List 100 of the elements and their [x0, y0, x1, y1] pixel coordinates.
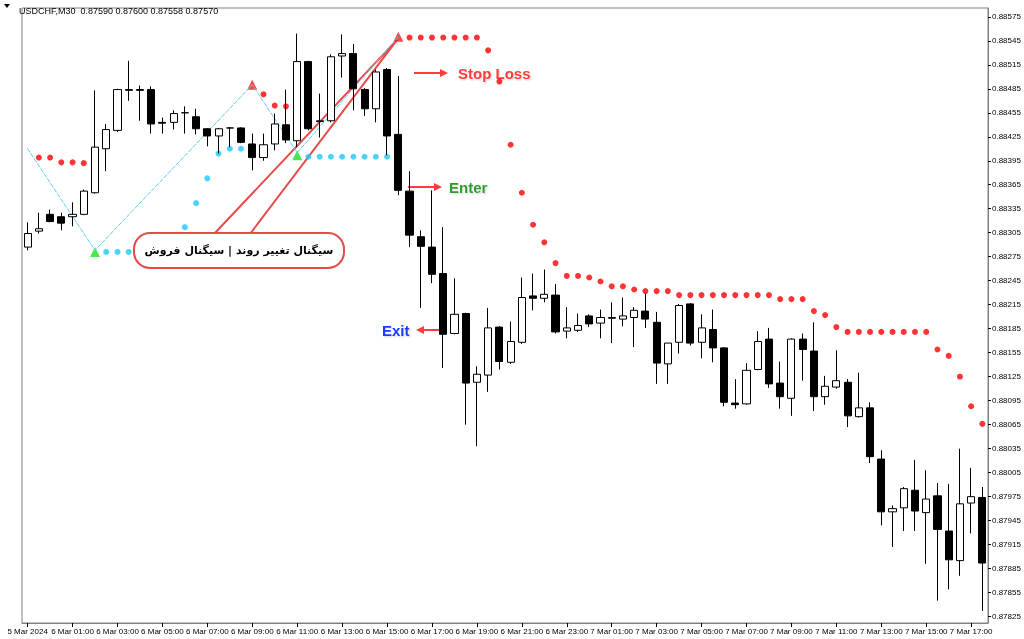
candlestick — [675, 303, 683, 354]
point — [193, 200, 200, 207]
y-tick-label: 0.88185 — [992, 324, 1022, 334]
candlestick — [698, 313, 706, 359]
y-tick-label: 0.88365 — [992, 180, 1022, 190]
candlestick — [978, 486, 986, 612]
candlestick — [181, 105, 189, 135]
point — [350, 153, 357, 160]
candlestick — [316, 93, 324, 139]
point — [934, 346, 941, 353]
y-tick-label: 0.87945 — [992, 516, 1022, 526]
point — [889, 328, 896, 335]
candlestick — [821, 375, 829, 406]
candlestick — [405, 170, 414, 248]
candlestick — [630, 306, 638, 348]
candlestick — [507, 321, 515, 365]
point — [822, 312, 829, 319]
y-tick-label: 0.88395 — [992, 156, 1022, 166]
point — [844, 328, 851, 335]
point — [327, 153, 334, 160]
x-tick-label: 6 Mar 11:00 — [276, 626, 319, 636]
point — [428, 34, 435, 41]
point — [316, 153, 323, 160]
y-tick-label: 0.87915 — [992, 540, 1022, 550]
annotation: Exit — [382, 321, 410, 339]
candlestick — [46, 209, 54, 223]
candlestick — [742, 362, 751, 406]
candlestick — [102, 123, 110, 172]
candlestick — [394, 75, 402, 196]
y-tick-label: 0.88305 — [992, 228, 1022, 238]
point — [945, 352, 952, 359]
point — [384, 153, 391, 160]
point — [777, 296, 784, 303]
candlestick — [731, 378, 739, 410]
point — [664, 288, 671, 295]
x-tick-label: 6 Mar 05:00 — [141, 626, 185, 636]
candlestick — [844, 378, 852, 428]
y-tick-label: 0.88035 — [992, 444, 1022, 454]
point — [541, 239, 548, 246]
point — [238, 145, 245, 152]
candlestick — [563, 306, 571, 339]
x-tick-label: 6 Mar 09:00 — [230, 626, 275, 636]
point — [911, 328, 918, 335]
candlestick — [956, 448, 964, 577]
candlestick — [810, 321, 818, 412]
candlestick — [91, 89, 99, 195]
point — [732, 292, 739, 299]
candlestick — [922, 469, 930, 565]
x-tick-label: 7 Mar 13:00 — [859, 626, 904, 636]
y-tick-label: 0.87885 — [992, 564, 1022, 574]
candlestick — [248, 133, 256, 171]
point — [552, 260, 559, 267]
candlestick — [608, 301, 616, 344]
point — [709, 292, 716, 299]
x-tick-label: 6 Mar 01:00 — [51, 626, 95, 636]
x-tick-label: 6 Mar 13:00 — [320, 626, 365, 636]
candlestick — [967, 467, 975, 534]
candlestick — [518, 277, 526, 345]
point — [743, 292, 750, 299]
point — [586, 274, 593, 281]
candlestick — [832, 349, 840, 390]
candlestick — [80, 189, 88, 216]
candlestick — [450, 277, 459, 335]
annotation: Stop Loss — [458, 64, 531, 82]
y-tick-label: 0.88155 — [992, 348, 1022, 358]
candlestick — [619, 297, 627, 327]
candlestick — [57, 212, 65, 231]
candlestick — [147, 85, 155, 135]
candlestick — [372, 69, 380, 123]
candlestick — [653, 311, 661, 385]
candlestick — [136, 85, 144, 122]
candlestick — [68, 201, 77, 227]
candlestick — [428, 189, 436, 284]
candlestick — [709, 309, 717, 363]
y-tick-label: 0.88215 — [992, 300, 1022, 310]
point — [114, 248, 121, 255]
point — [103, 248, 110, 255]
point — [687, 292, 694, 299]
point — [676, 292, 683, 299]
point — [361, 153, 368, 160]
point — [35, 154, 42, 161]
point — [878, 328, 885, 335]
candlestick — [765, 327, 773, 389]
point — [80, 160, 87, 167]
candlestick — [293, 33, 301, 148]
y-tick-label: 0.88065 — [992, 420, 1022, 430]
point — [642, 288, 649, 295]
y-tick-label: 0.88515 — [992, 60, 1022, 70]
point — [372, 153, 379, 160]
point — [575, 272, 582, 279]
point — [181, 224, 188, 231]
candlestick — [338, 33, 346, 79]
candlestick — [720, 346, 728, 407]
candlestick — [888, 504, 897, 548]
candlestick — [170, 109, 178, 131]
x-tick-label: 7 Mar 17:00 — [949, 626, 994, 636]
point — [417, 34, 424, 41]
point — [530, 221, 537, 228]
point — [507, 141, 514, 148]
candlestick — [799, 332, 807, 382]
